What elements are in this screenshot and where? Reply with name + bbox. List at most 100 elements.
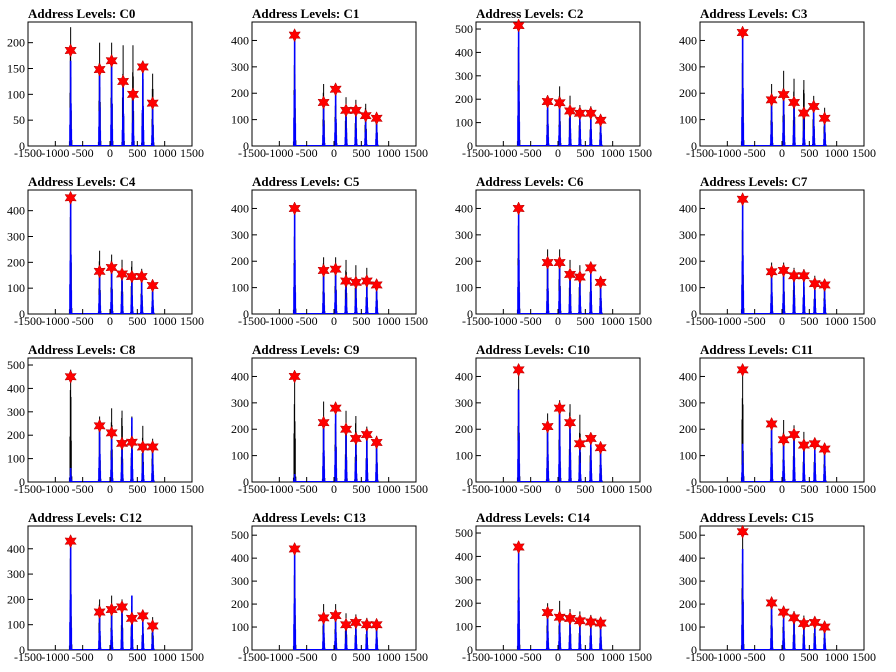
x-tick-label: -1000: [489, 146, 517, 160]
star-marker: [64, 43, 77, 58]
star-marker: [317, 610, 330, 625]
y-tick-label: 100: [455, 281, 473, 295]
star-marker: [360, 273, 373, 289]
chart-panel-c10: Address Levels: C10 0 100 200 300 400 -1500 -10…: [455, 342, 652, 496]
star-marker: [563, 103, 577, 118]
plot-frame: [251, 21, 417, 147]
chart-panel-c4: Address Levels: C4 0 100 200 300 400 -1500 -100…: [7, 174, 204, 328]
x-tick-label: -1500: [14, 482, 42, 496]
plot-frame: [475, 21, 641, 147]
star-marker: [553, 401, 566, 416]
star-marker: [553, 95, 566, 110]
y-tick-label: 50: [13, 113, 25, 127]
star-marker: [93, 264, 106, 279]
y-tick-label: 300: [7, 567, 25, 581]
y-tick-label: 400: [7, 204, 25, 218]
y-tick-label: 100: [679, 620, 697, 634]
plot-frame: [251, 525, 417, 651]
x-tick-label: 0: [331, 482, 337, 496]
x-tick-label: -500: [520, 650, 542, 664]
y-tick-label: 0: [467, 475, 473, 489]
star-marker: [818, 111, 831, 126]
star-marker: [339, 617, 353, 632]
x-tick-label: 1000: [153, 650, 177, 664]
x-tick-label: 500: [576, 314, 594, 328]
star-marker: [317, 415, 330, 430]
x-tick-label: -500: [520, 146, 542, 160]
star-marker: [125, 611, 139, 626]
x-tick-label: 500: [128, 482, 146, 496]
y-tick-label: 200: [455, 422, 473, 436]
star-marker: [93, 418, 106, 433]
star-marker: [329, 401, 342, 416]
y-tick-label: 300: [231, 60, 249, 74]
chart-title: Address Levels: C8: [28, 342, 136, 357]
x-tick-label: 0: [779, 314, 785, 328]
star-marker: [818, 277, 831, 293]
plot-frame: [27, 189, 193, 315]
star-marker: [573, 270, 587, 285]
plot-frame: [699, 21, 865, 147]
x-tick-label: 1000: [153, 314, 177, 328]
x-tick-label: 500: [352, 314, 370, 328]
x-tick-label: 1500: [628, 146, 652, 160]
x-tick-label: -1000: [41, 146, 69, 160]
plot-frame: [27, 525, 193, 651]
x-tick-label: -500: [72, 146, 94, 160]
chart-title: Address Levels: C15: [700, 510, 814, 525]
x-tick-label: -1500: [14, 650, 42, 664]
y-tick-label: 400: [7, 542, 25, 556]
x-tick-label: 1500: [628, 314, 652, 328]
y-tick-label: 200: [231, 86, 249, 100]
star-marker: [126, 87, 140, 102]
star-marker: [125, 435, 139, 450]
y-tick-label: 100: [231, 620, 249, 634]
star-marker: [777, 87, 790, 102]
chart-panel-c7: Address Levels: C7 0 100 200 300 400 -1500 -100…: [679, 174, 876, 328]
star-marker: [573, 106, 587, 121]
star-marker: [288, 28, 301, 43]
plot-frame: [251, 189, 417, 315]
star-marker: [329, 262, 342, 277]
star-marker: [349, 103, 363, 118]
y-tick-label: 500: [455, 22, 473, 36]
y-tick-label: 0: [19, 307, 25, 321]
x-tick-label: 1000: [377, 146, 401, 160]
star-marker: [146, 439, 159, 454]
x-tick-label: 0: [555, 650, 561, 664]
star-marker: [288, 369, 301, 384]
star-marker: [584, 106, 597, 121]
star-marker: [573, 436, 587, 451]
x-tick-label: -500: [744, 314, 766, 328]
star-marker: [594, 275, 607, 290]
star-marker: [360, 427, 373, 442]
star-marker: [349, 431, 363, 446]
y-tick-label: 400: [455, 549, 473, 563]
y-tick-label: 400: [231, 201, 249, 215]
y-tick-label: 0: [19, 475, 25, 489]
y-tick-label: 200: [679, 86, 697, 100]
y-tick-label: 100: [455, 116, 473, 130]
star-marker: [765, 595, 778, 610]
star-marker: [584, 614, 597, 629]
star-marker: [541, 419, 554, 434]
x-tick-label: -1000: [265, 146, 293, 160]
y-tick-label: 200: [455, 92, 473, 106]
star-marker: [115, 266, 129, 282]
y-tick-label: 0: [19, 643, 25, 657]
x-tick-label: -500: [520, 314, 542, 328]
y-tick-label: 400: [455, 45, 473, 59]
star-marker: [317, 95, 330, 110]
y-tick-label: 200: [7, 36, 25, 50]
y-tick-label: 150: [7, 62, 25, 76]
x-tick-label: 1500: [180, 650, 204, 664]
plot-frame: [475, 525, 641, 651]
y-tick-label: 300: [455, 396, 473, 410]
y-tick-label: 200: [231, 597, 249, 611]
x-tick-label: -1500: [238, 482, 266, 496]
star-marker: [512, 540, 525, 555]
y-tick-label: 0: [243, 307, 249, 321]
y-tick-label: 0: [243, 139, 249, 153]
x-tick-label: 1500: [180, 314, 204, 328]
x-tick-label: -1500: [14, 146, 42, 160]
